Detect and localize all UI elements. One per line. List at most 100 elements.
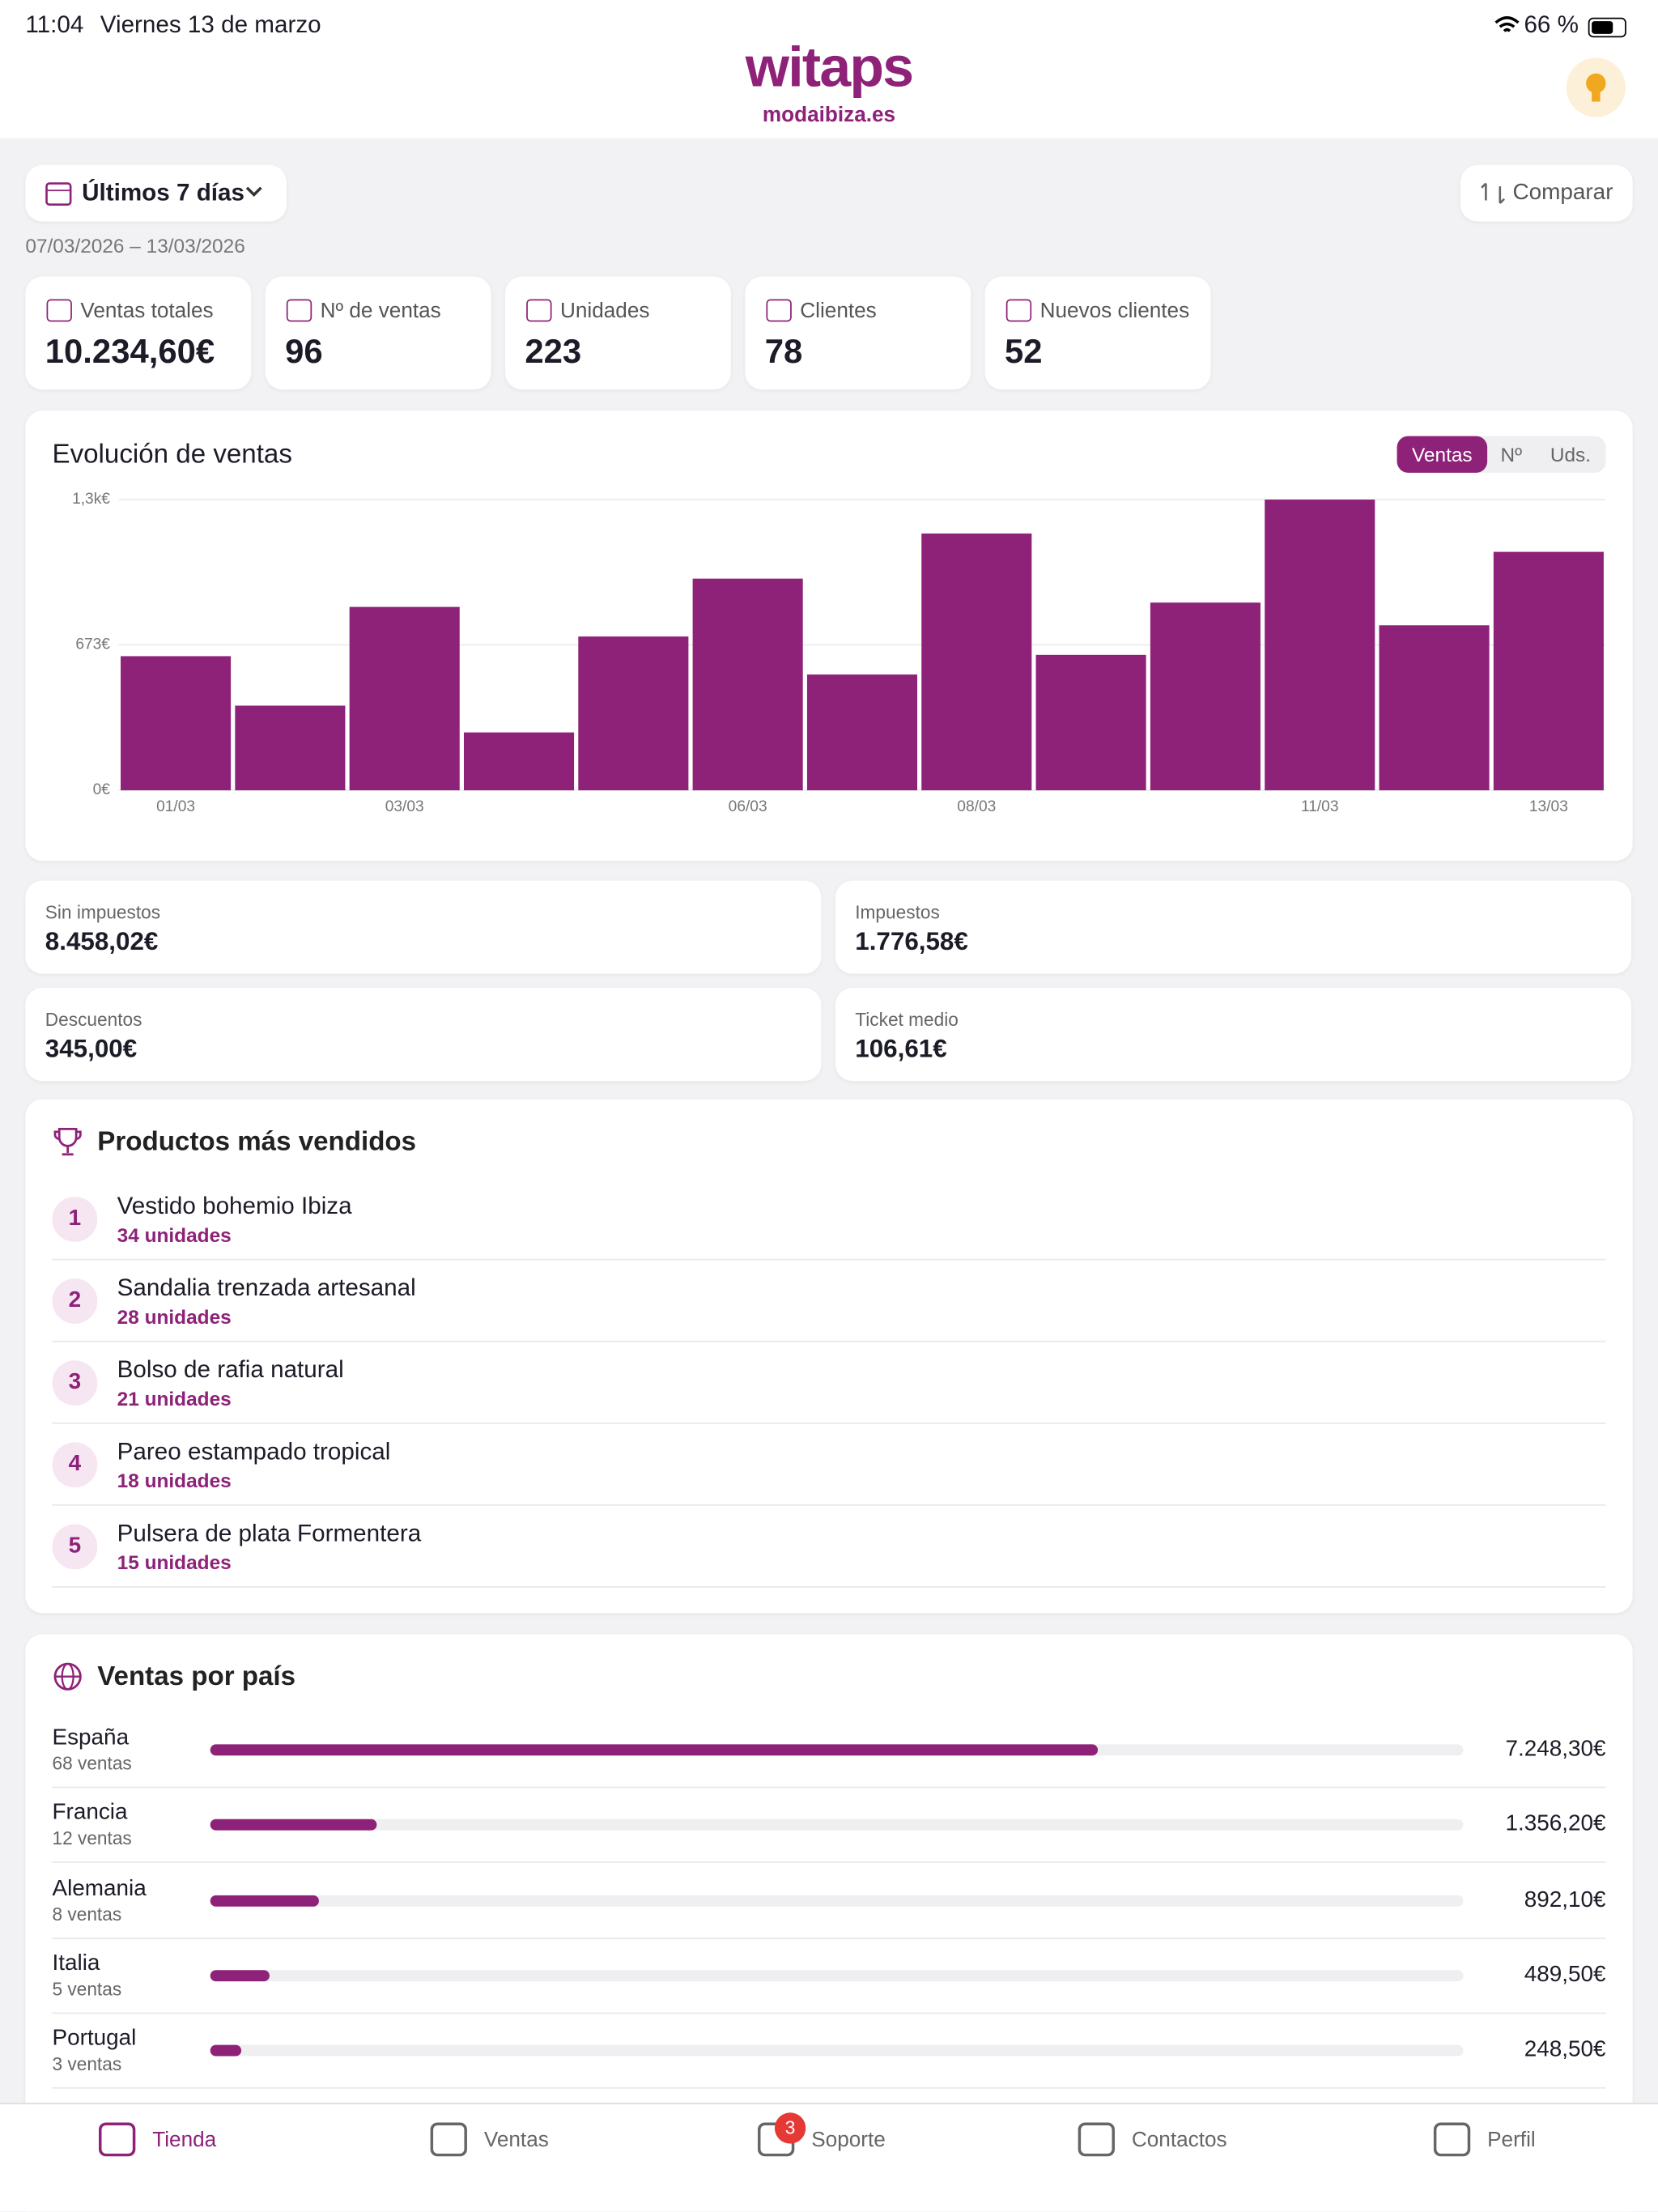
summary-label: Sin impuestos xyxy=(45,901,161,923)
country-sales-count: 5 ventas xyxy=(52,1978,122,2000)
kpi-card xyxy=(745,276,971,390)
y-tick-label: 1,3k€ xyxy=(72,491,110,508)
bar xyxy=(1035,654,1146,791)
country-name: Alemania xyxy=(52,1876,147,1901)
x-tick-label: 06/03 xyxy=(729,798,767,815)
toggle-option[interactable]: Uds. xyxy=(1550,443,1592,466)
country-bar xyxy=(210,1895,320,1907)
tab-label: Ventas xyxy=(483,2128,549,2153)
metric-toggle: Ventas Nº Uds. xyxy=(1397,436,1606,473)
product-name: Sandalia trenzada artesanal xyxy=(117,1274,416,1302)
country-bar xyxy=(210,1970,270,1981)
country-sales-count: 68 ventas xyxy=(52,1752,132,1774)
bar xyxy=(921,533,1032,791)
logo: witaps xyxy=(745,36,914,100)
country-sales-count: 3 ventas xyxy=(52,2053,122,2075)
country-bar xyxy=(210,1744,1098,1756)
separator xyxy=(52,1422,1606,1424)
period-selector[interactable]: Últimos 7 días xyxy=(25,164,287,222)
kpi-value: 52 xyxy=(1005,333,1043,372)
country-name: Francia xyxy=(52,1801,128,1826)
kpi-card xyxy=(25,276,252,390)
kpi-icon xyxy=(286,299,312,322)
y-tick-label: 0€ xyxy=(93,781,111,798)
tab-bar xyxy=(0,2103,1658,2212)
x-tick-label: 03/03 xyxy=(385,798,424,815)
tab-label: Soporte xyxy=(811,2128,886,2153)
bar xyxy=(235,705,346,791)
kpi-label: Ventas totales xyxy=(80,299,214,324)
x-tick-label: 11/03 xyxy=(1301,798,1339,815)
country-bar xyxy=(210,1819,376,1831)
summary-value: 8.458,02€ xyxy=(45,927,159,956)
rank-badge: 5 xyxy=(52,1524,98,1570)
toggle-option[interactable]: Ventas xyxy=(1397,436,1488,473)
bar xyxy=(692,578,803,791)
summary-label: Impuestos xyxy=(855,901,940,923)
summary-label: Ticket medio xyxy=(855,1009,959,1031)
period-label: Últimos 7 días xyxy=(82,179,245,206)
bar-track xyxy=(210,1819,1464,1831)
rank-badge: 4 xyxy=(52,1442,98,1488)
product-units: 21 unidades xyxy=(117,1387,232,1410)
summary-card xyxy=(835,988,1631,1082)
bar xyxy=(463,732,575,791)
battery-level: 66 % xyxy=(1524,11,1579,39)
tips-button[interactable] xyxy=(1566,57,1626,117)
kpi-icon xyxy=(766,299,792,322)
separator xyxy=(52,1340,1606,1342)
kpi-value: 10.234,60€ xyxy=(45,333,215,372)
country-value: 489,50€ xyxy=(1524,1963,1606,1987)
chart-title: Evolución de ventas xyxy=(52,440,292,470)
product-name: Bolso de rafia natural xyxy=(117,1356,344,1384)
separator xyxy=(52,2012,1606,2014)
separator xyxy=(52,1504,1606,1506)
compare-button[interactable]: Comparar xyxy=(1460,164,1633,222)
country-name: España xyxy=(52,1725,130,1750)
tab-icon xyxy=(430,2122,467,2157)
country-name: Italia xyxy=(52,1951,100,1976)
top-products-card xyxy=(25,1099,1633,1614)
toggle-option[interactable]: Nº xyxy=(1500,443,1523,466)
country-name: Portugal xyxy=(52,2027,137,2051)
tab-label: Perfil xyxy=(1487,2128,1536,2153)
separator xyxy=(52,1861,1606,1864)
product-name: Pareo estampado tropical xyxy=(117,1438,391,1465)
x-tick-label: 01/03 xyxy=(156,798,195,815)
tab-icon xyxy=(99,2122,136,2157)
kpi-icon xyxy=(1005,299,1032,322)
kpi-value: 78 xyxy=(764,333,803,372)
tab-label: Tienda xyxy=(152,2128,217,2153)
status-time: 11:04 xyxy=(25,11,84,39)
bar xyxy=(349,606,460,791)
summary-card xyxy=(835,880,1631,974)
kpi-label: Unidades xyxy=(559,299,650,324)
section-title: Productos más vendidos xyxy=(97,1127,417,1158)
country-sales-count: 8 ventas xyxy=(52,1903,122,1925)
bar xyxy=(121,656,232,791)
tab-label: Contactos xyxy=(1131,2128,1227,2153)
kpi-value: 96 xyxy=(285,333,323,372)
kpi-label: Nº de ventas xyxy=(320,299,441,324)
status-date: Viernes 13 de marzo xyxy=(100,11,321,39)
date-range: 07/03/2026 – 13/03/2026 xyxy=(25,234,245,257)
separator xyxy=(52,1586,1606,1588)
bar-track xyxy=(210,1970,1464,1981)
notification-badge: 3 xyxy=(774,2112,806,2144)
bar xyxy=(1379,625,1490,791)
bar xyxy=(1150,602,1261,791)
product-units: 28 unidades xyxy=(117,1305,232,1329)
separator xyxy=(52,2087,1606,2089)
product-units: 18 unidades xyxy=(117,1469,232,1492)
y-tick-label: 673€ xyxy=(75,636,110,653)
compare-label: Comparar xyxy=(1512,181,1613,205)
summary-card xyxy=(25,988,822,1082)
country-value: 7.248,30€ xyxy=(1505,1737,1606,1762)
bar-track xyxy=(210,2044,1464,2057)
kpi-value: 223 xyxy=(525,333,582,372)
kpi-label: Nuevos clientes xyxy=(1039,299,1190,324)
product-name: Vestido bohemio Ibiza xyxy=(117,1192,352,1219)
separator xyxy=(52,1258,1606,1261)
